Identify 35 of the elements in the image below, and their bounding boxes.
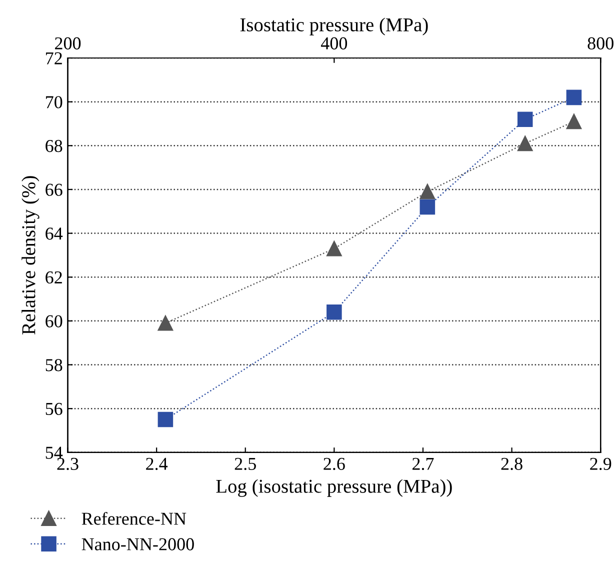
legend-label: Reference-NN (82, 512, 186, 525)
x2-tick-label: 200 (55, 37, 81, 50)
x-axis-title: Log (isostatic pressure (MPa)) (216, 479, 452, 497)
x2-tick-label: 400 (320, 37, 348, 50)
point (326, 304, 342, 320)
point (517, 136, 533, 152)
y-tick-label: 62 (46, 271, 62, 284)
y-tick-label: 54 (46, 446, 63, 459)
y-tick-label: 66 (46, 184, 62, 196)
point (158, 412, 174, 428)
x2-tick-label: 800 (588, 37, 614, 50)
legend-label: Nano-NN-2000 (82, 538, 194, 550)
point (326, 240, 342, 256)
y-tick-label: 60 (46, 315, 62, 328)
y-tick-label: 70 (46, 96, 62, 108)
x-tick-label: 2.8 (501, 458, 522, 470)
x-tick-label: 2.6 (324, 458, 345, 470)
point (566, 90, 582, 106)
y-tick-label: 56 (46, 402, 62, 416)
x-tick-label: 2.3 (57, 458, 78, 470)
point (420, 199, 436, 215)
point (420, 184, 436, 200)
y-tick-label: 68 (46, 140, 62, 152)
x-tick-label: 2.9 (590, 458, 612, 470)
y-axis-title: Relative density (%) (22, 176, 40, 335)
y-tick-label: 72 (46, 52, 62, 64)
x-tick-label: 2.5 (234, 458, 256, 470)
point (566, 114, 582, 130)
x-tick-label: 2.7 (412, 458, 434, 470)
point (517, 112, 533, 127)
point (158, 315, 174, 331)
x2-axis-title: Isostatic pressure (MPa) (240, 18, 428, 36)
x-tick-label: 2.4 (146, 458, 168, 470)
y-tick-label: 64 (46, 228, 63, 240)
y-tick-label: 58 (46, 359, 62, 372)
